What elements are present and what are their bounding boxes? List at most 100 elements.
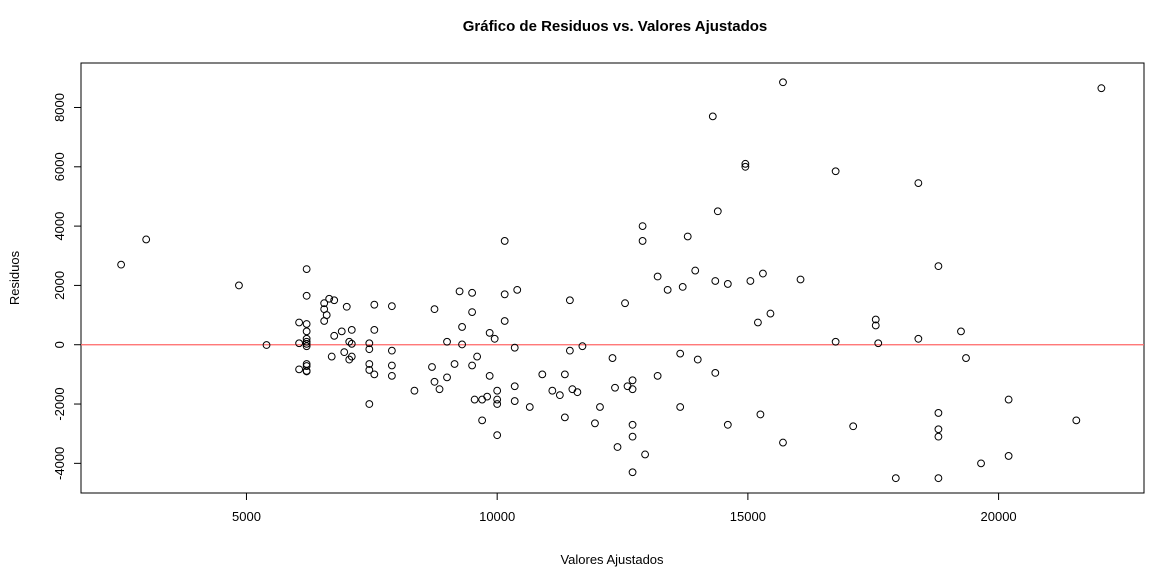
data-point (295, 339, 304, 348)
x-tick-label: 15000 (730, 509, 766, 524)
data-point (345, 337, 354, 346)
data-point (578, 342, 587, 351)
data-point (525, 403, 534, 411)
data-point (302, 337, 311, 346)
data-point (641, 450, 649, 459)
data-point (327, 352, 336, 361)
data-point (387, 371, 396, 380)
data-point (370, 300, 379, 309)
data-point (468, 288, 477, 297)
y-tick-label: -4000 (52, 447, 67, 480)
data-points (117, 78, 1106, 483)
data-point (295, 318, 304, 327)
data-point (977, 459, 985, 468)
data-point (302, 291, 311, 300)
data-point (766, 309, 775, 318)
y-axis-label: Residuos (7, 250, 22, 305)
data-point (711, 277, 720, 285)
data-point (500, 317, 509, 325)
data-point (468, 308, 477, 317)
data-point (302, 334, 311, 343)
data-point (510, 382, 519, 391)
data-point (473, 352, 482, 361)
data-point (302, 327, 311, 336)
data-point (365, 400, 374, 408)
data-point (340, 348, 349, 357)
data-point (302, 265, 311, 274)
data-point (560, 413, 569, 422)
data-point (741, 159, 750, 168)
data-point (962, 354, 970, 362)
x-tick-label: 10000 (479, 509, 515, 524)
data-point (513, 285, 522, 294)
data-point (693, 355, 702, 364)
data-point (370, 370, 379, 379)
y-tick-label: 0 (52, 341, 67, 348)
data-point (500, 290, 509, 299)
data-point (1097, 84, 1106, 93)
data-point (779, 438, 787, 447)
data-point (708, 112, 717, 121)
data-point (746, 277, 755, 285)
data-point (430, 305, 439, 314)
y-axis: -4000 -2000 0 2000 4000 6000 8000 (52, 93, 82, 480)
data-point (934, 262, 943, 271)
data-point (934, 474, 943, 483)
data-point (957, 327, 965, 336)
data-point (628, 468, 637, 477)
data-point (302, 320, 311, 328)
data-point (478, 416, 487, 425)
data-point (653, 371, 662, 380)
data-point (713, 207, 722, 216)
data-point (302, 367, 311, 376)
data-point (623, 382, 632, 391)
data-point (573, 388, 582, 397)
data-point (613, 443, 622, 451)
data-point (560, 370, 569, 379)
data-point (493, 395, 502, 404)
data-point (302, 342, 311, 351)
data-point (330, 331, 339, 340)
data-point (1072, 416, 1081, 425)
x-axis: 5000 10000 15000 20000 (232, 492, 1017, 524)
data-point (914, 179, 923, 188)
data-point (347, 339, 356, 348)
data-point (493, 400, 502, 408)
data-point (628, 376, 637, 385)
data-point (871, 315, 880, 324)
data-point (450, 360, 459, 368)
data-point (435, 385, 444, 394)
data-point (483, 392, 492, 401)
data-point (295, 365, 304, 374)
x-tick-label: 5000 (232, 509, 261, 524)
data-point (678, 282, 687, 291)
data-point (365, 339, 374, 348)
data-point (538, 370, 547, 379)
data-point (342, 302, 351, 311)
data-point (485, 371, 494, 380)
data-point (711, 368, 720, 377)
data-point (235, 281, 243, 290)
data-point (470, 395, 479, 404)
x-tick-label: 20000 (981, 509, 1017, 524)
data-point (428, 363, 436, 371)
data-point (117, 260, 126, 269)
data-point (638, 237, 647, 245)
data-point (443, 337, 451, 346)
y-tick-label: -2000 (52, 387, 67, 420)
data-point (500, 237, 509, 245)
data-point (676, 403, 685, 411)
data-point (596, 403, 604, 411)
data-point (723, 420, 732, 429)
data-point (891, 474, 900, 483)
data-point (831, 167, 840, 176)
data-point (430, 377, 439, 386)
data-point (754, 318, 762, 327)
data-point (796, 275, 805, 284)
data-point (691, 266, 700, 275)
data-point (653, 272, 662, 281)
data-point (493, 431, 502, 440)
data-point (365, 345, 374, 354)
